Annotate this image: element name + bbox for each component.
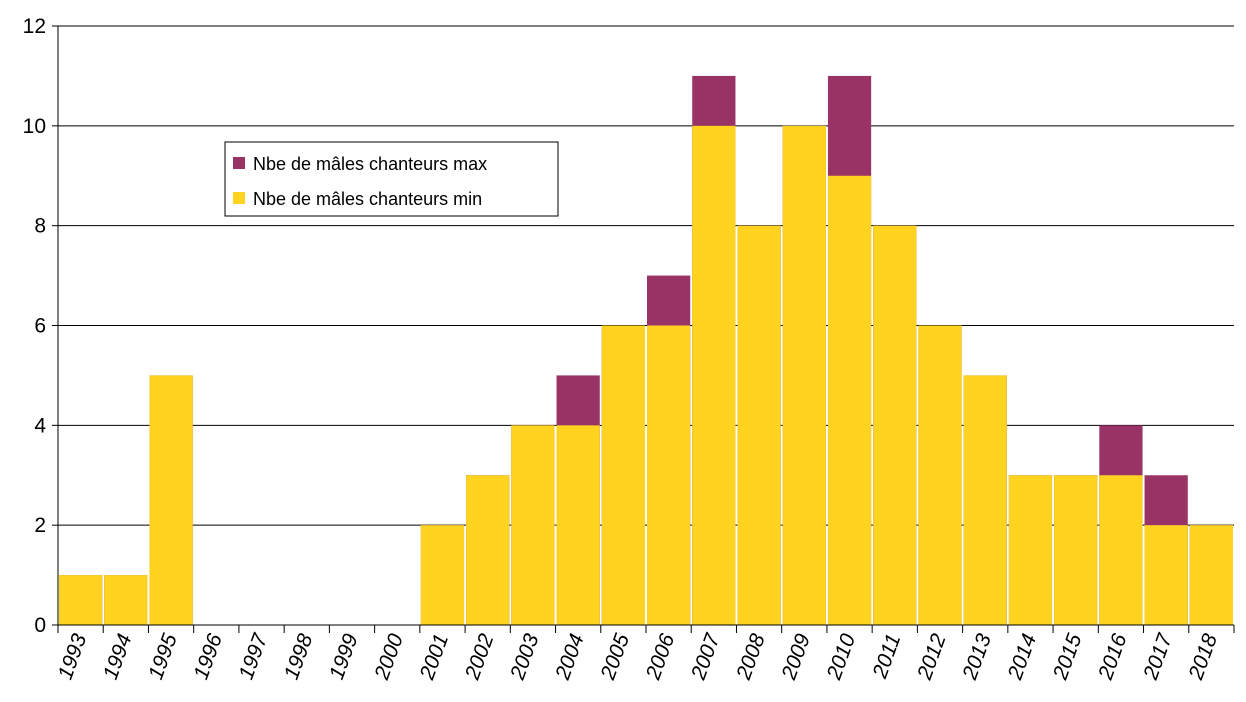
legend-label-max: Nbe de mâles chanteurs max [253, 154, 487, 174]
x-tick-label: 2007 [687, 630, 725, 684]
x-tick-label: 2009 [777, 631, 815, 684]
y-tick-label: 6 [34, 315, 46, 338]
x-tick-label: 1999 [325, 631, 363, 683]
x-tick-label: 2003 [506, 631, 544, 684]
x-tick-label: 2006 [641, 631, 679, 684]
x-tick-label: 2011 [868, 631, 905, 682]
x-tick-label: 2018 [1184, 631, 1222, 684]
y-tick-label: 4 [34, 414, 46, 437]
bar-min [59, 575, 103, 625]
bar-min [1008, 475, 1053, 625]
x-tick-label: 1994 [99, 631, 137, 683]
y-tick-label: 0 [34, 614, 46, 637]
y-tick-label: 10 [23, 115, 46, 138]
x-tick-label: 2010 [822, 631, 860, 684]
bars [59, 75, 1233, 625]
bar-min [556, 425, 600, 625]
grid-lines [58, 25, 1234, 526]
y-tick-label: 8 [34, 215, 46, 238]
legend-box [224, 141, 559, 217]
bar-min [692, 125, 736, 625]
legend: Nbe de mâles chanteurs max Nbe de mâles … [224, 141, 559, 217]
x-tick-label: 2015 [1048, 631, 1086, 684]
bar-min [1054, 475, 1098, 625]
x-tick-label: 2001 [415, 631, 453, 684]
legend-swatch-min [233, 192, 245, 204]
bar-min [737, 225, 781, 625]
bar-min [601, 325, 645, 625]
y-tick-label: 2 [34, 514, 46, 537]
x-tick-label: 2012 [913, 631, 951, 684]
legend-swatch-max [233, 157, 245, 169]
bar-min [782, 125, 826, 625]
bar-min [647, 325, 691, 625]
bar-min [466, 475, 510, 625]
axes [52, 25, 1235, 633]
x-tick-label: 2000 [370, 631, 408, 684]
x-tick-label: 2013 [958, 631, 996, 684]
x-tick-label: 2002 [460, 631, 498, 684]
x-tick-label: 2008 [732, 631, 770, 684]
bar-min [149, 375, 193, 625]
x-tick-label: 1995 [144, 631, 182, 683]
x-tick-label: 2005 [596, 631, 634, 684]
x-tick-labels: 1993 1994 1995 1996 1997 1998 1999 2000 2001 2002… [54, 630, 1222, 684]
y-tick-labels: 0 2 4 6 8 10 12 [23, 15, 47, 637]
x-tick-label: 1998 [280, 631, 318, 683]
y-tick-label: 12 [23, 15, 46, 38]
x-tick-label: 2017 [1139, 630, 1177, 684]
x-tick-label: 2016 [1094, 631, 1132, 684]
bar-min [511, 425, 555, 625]
bar-min [104, 575, 148, 625]
x-tick-label: 2014 [1003, 631, 1041, 684]
x-tick-label: 1993 [54, 631, 92, 683]
bar-min [873, 225, 917, 625]
x-tick-label: 1996 [189, 631, 227, 683]
x-tick-label: 2004 [551, 631, 589, 684]
x-tick-label: 1997 [235, 630, 273, 683]
bar-min [1144, 525, 1188, 625]
bar-min [1189, 525, 1233, 625]
bar-min [1099, 475, 1143, 625]
legend-label-min: Nbe de mâles chanteurs min [253, 189, 482, 209]
bar-min [827, 175, 872, 625]
bar-min [420, 525, 465, 625]
bar-min [918, 325, 962, 625]
bar-min [963, 375, 1007, 625]
